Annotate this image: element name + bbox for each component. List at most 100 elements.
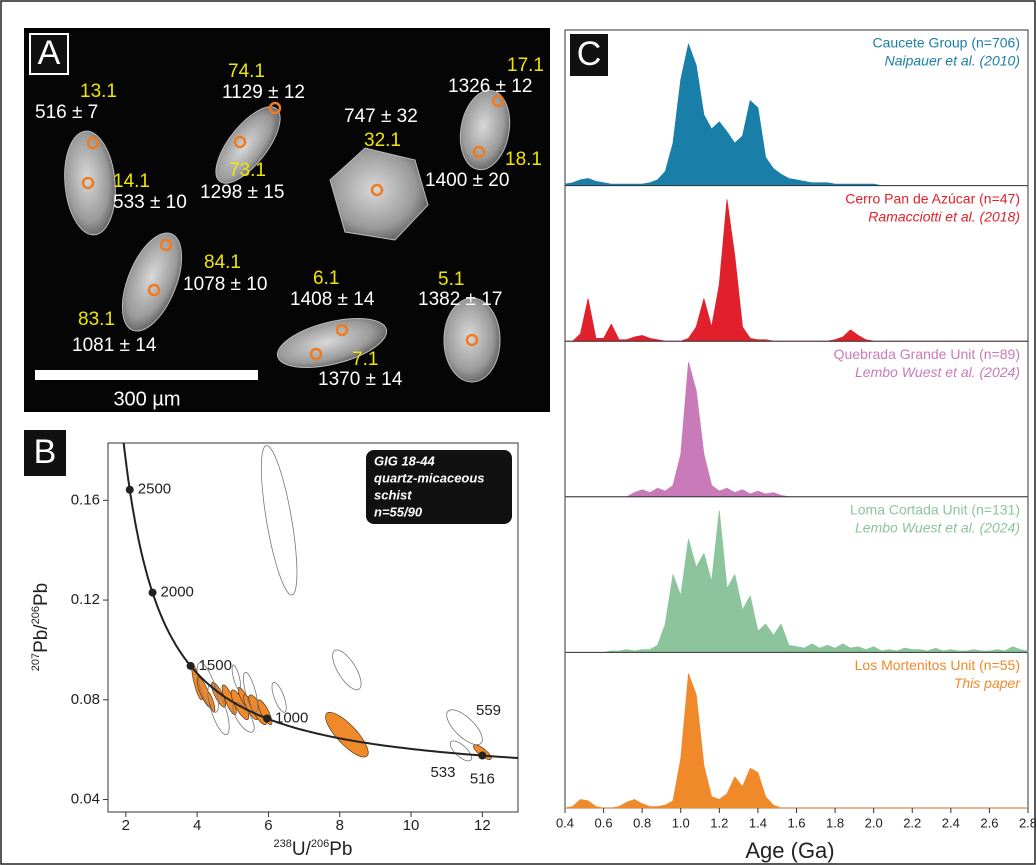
concordia-age-label: 2000 [161,584,194,601]
x-tick-label: 8 [336,817,344,834]
legend-reference: Lembo Wuest et al. (2024) [855,520,1020,536]
concordia-age-label: 1500 [199,657,232,674]
legend-name: Quebrada Grande Unit (n=89) [834,346,1020,362]
x-tick-label: 2.2 [903,815,921,830]
y-tick-label: 0.04 [71,791,100,808]
spot-age: 516 ± 7 [35,102,98,123]
error-ellipse [261,446,297,596]
spot-age: 1078 ± 10 [183,274,267,295]
spot-age: 1081 ± 14 [72,335,157,356]
spot-age: 1408 ± 14 [290,289,375,310]
error-ellipse [333,650,362,690]
superscript: 206 [30,606,42,624]
y-tick-label: 0.16 [71,491,100,508]
error-ellipse [450,741,471,761]
annotation-line: schist [374,487,412,502]
legend-reference: Naipauer et al. (2010) [885,53,1020,69]
x-tick-label: 6 [264,817,272,834]
label-part: Pb [329,839,352,860]
x-tick-label: 2.0 [865,815,883,830]
x-tick-label: 1.0 [672,815,690,830]
label-part: Pb/ [31,624,52,653]
ellipse-label: 533 [430,764,455,781]
spot-label: 17.1 [507,55,544,76]
x-tick-label: 1.2 [710,815,728,830]
x-tick-label: 2.8 [1019,815,1036,830]
label-part: Pb [31,583,52,606]
spot-label: 83.1 [78,309,115,330]
x-tick-label: 2 [122,817,130,834]
grain [444,298,500,382]
x-tick-label: 0.8 [633,815,651,830]
spot-label: 14.1 [113,171,150,192]
legend-name: Loma Cortada Unit (n=131) [850,502,1020,518]
spot-age: 1382 ± 17 [418,289,502,310]
superscript: 238 [274,838,292,850]
figure: 13.1 516 ± 7 14.1 533 ± 10 74.1 1129 ± 1… [0,0,1036,865]
spot-label: 6.1 [313,268,339,289]
concordia-age-marker [126,486,134,494]
ellipse-label: 559 [476,702,501,719]
legend-name: Caucete Group (n=706) [873,35,1020,51]
concordia-age-marker [149,589,157,597]
spot-age: 1326 ± 12 [448,76,532,97]
concordia-age-label: 2500 [138,481,171,498]
legend-name: Los Mortenitos Unit (n=55) [855,657,1020,673]
spot-age: 1298 ± 15 [200,182,284,203]
x-tick-label: 2.6 [980,815,998,830]
error-ellipse [272,682,286,712]
superscript: 207 [30,653,42,671]
spot-label: 5.1 [438,269,464,290]
legend-reference: Lembo Wuest et al. (2024) [855,364,1020,380]
y-tick-label: 0.08 [71,691,100,708]
concordia-age-marker [478,752,486,760]
x-axis-label: Age (Ga) [745,838,834,863]
annotation-line: GIG 18-44 [374,453,435,468]
label-part: U/ [292,839,312,860]
kde-area [565,362,1028,496]
x-tick-label: 12 [474,817,491,834]
spot-age: 1370 ± 14 [318,369,403,390]
spot-label: 13.1 [80,81,117,102]
x-tick-label: 0.4 [556,815,574,830]
concordia-age-marker [187,662,195,670]
annotation-line: quartz-micaceous [374,470,485,485]
spot-label: 18.1 [505,149,542,170]
x-tick-label: 4 [193,817,201,834]
panel-label: B [34,433,57,471]
scale-bar-label: 300 µm [113,388,180,410]
panel-a: 13.1 516 ± 7 14.1 533 ± 10 74.1 1129 ± 1… [24,28,550,412]
error-ellipse [326,712,369,757]
kde-area [565,674,1028,808]
spot-age: 747 ± 32 [344,106,418,127]
concordia-age-label: 1000 [275,709,308,726]
error-ellipse [232,665,241,690]
x-tick-label: 1.6 [787,815,805,830]
y-axis-label: 207Pb/206Pb [30,583,52,672]
spot-age: 1129 ± 12 [222,82,305,103]
legend-reference: Ramacciotti et al. (2018) [868,208,1020,224]
panel-b: B GIG 18-44 quartz-micaceous schist n=55… [24,344,694,860]
plot-frame [565,30,1028,808]
annotation-line: n=55/90 [374,504,423,519]
x-tick-label: 2.4 [942,815,960,830]
scale-bar [35,370,258,380]
spot-age: 1400 ± 20 [425,170,509,191]
y-tick-label: 0.12 [71,591,100,608]
panel-label: C [577,35,602,73]
superscript: 206 [311,838,329,850]
x-tick-label: 1.4 [749,815,767,830]
spot-age: 533 ± 10 [113,192,187,213]
x-axis-label: 238U/206Pb [274,838,353,860]
legend-name: Cerro Pan de Azúcar (n=47) [845,190,1020,206]
spot-label: 32.1 [364,130,401,151]
panel-c: C Age (Ga) Caucete Group (n=706) Naipauer… [556,30,1036,863]
x-tick-label: 1.8 [826,815,844,830]
x-tick-label: 10 [403,817,420,834]
spot-label: 7.1 [352,349,378,370]
concordia-age-label: 516 [470,771,495,788]
spot-label: 73.1 [229,160,266,181]
x-tick-label: 0.6 [595,815,613,830]
panel-label: A [38,34,61,72]
legend-reference: This paper [954,675,1021,691]
